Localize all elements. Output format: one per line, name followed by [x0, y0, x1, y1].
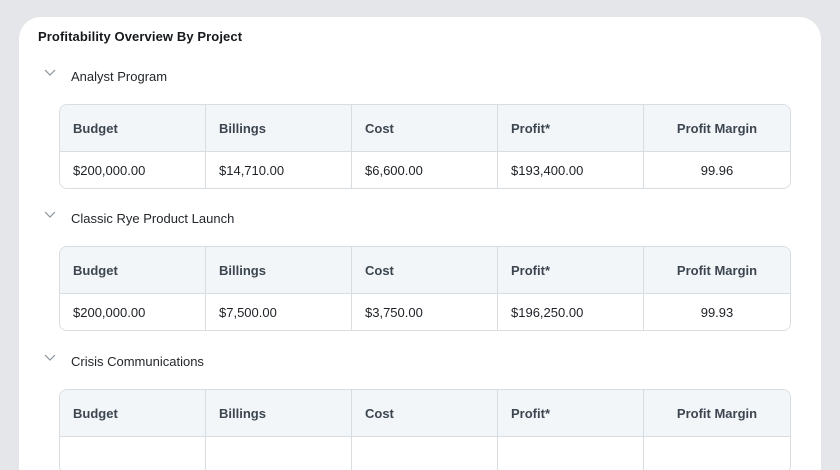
table-header-row: Budget Billings Cost Profit* Profit Marg…: [60, 247, 790, 294]
chevron-down-icon[interactable]: [43, 66, 57, 80]
column-header-cost: Cost: [352, 105, 498, 151]
project-table: Budget Billings Cost Profit* Profit Marg…: [59, 104, 791, 189]
table-header-row: Budget Billings Cost Profit* Profit Marg…: [60, 105, 790, 152]
column-header-budget: Budget: [60, 390, 206, 436]
table-header-row: Budget Billings Cost Profit* Profit Marg…: [60, 390, 790, 437]
profit-value: $193,400.00: [498, 152, 644, 188]
chevron-down-icon[interactable]: [43, 351, 57, 365]
project-name: Classic Rye Product Launch: [71, 210, 235, 226]
column-header-billings: Billings: [206, 247, 352, 293]
column-header-cost: Cost: [352, 390, 498, 436]
billings-value: $14,710.00: [206, 152, 352, 188]
column-header-profit: Profit*: [498, 105, 644, 151]
column-header-billings: Billings: [206, 105, 352, 151]
project-table: Budget Billings Cost Profit* Profit Marg…: [59, 389, 791, 470]
profit-margin-value: [644, 437, 790, 470]
profitability-card: Profitability Overview By Project Analys…: [19, 17, 821, 470]
budget-value: $200,000.00: [60, 294, 206, 330]
profit-value: [498, 437, 644, 470]
budget-value: $200,000.00: [60, 152, 206, 188]
column-header-budget: Budget: [60, 105, 206, 151]
table-row: [60, 437, 790, 470]
column-header-billings: Billings: [206, 390, 352, 436]
cost-value: [352, 437, 498, 470]
column-header-profit-margin: Profit Margin: [676, 120, 758, 136]
profit-margin-value: 99.93: [700, 304, 734, 320]
budget-value: [60, 437, 206, 470]
profit-margin-value: 99.96: [700, 162, 734, 178]
column-header-profit: Profit*: [498, 390, 644, 436]
column-header-budget: Budget: [60, 247, 206, 293]
project-header[interactable]: Crisis Communications: [43, 351, 204, 371]
billings-value: [206, 437, 352, 470]
page-title: Profitability Overview By Project: [38, 29, 243, 44]
project-name: Analyst Program: [71, 68, 168, 84]
project-table: Budget Billings Cost Profit* Profit Marg…: [59, 246, 791, 331]
project-header[interactable]: Analyst Program: [43, 66, 167, 86]
column-header-profit-margin: Profit Margin: [676, 262, 758, 278]
profit-value: $196,250.00: [498, 294, 644, 330]
column-header-profit-margin: Profit Margin: [676, 405, 758, 421]
column-header-cost: Cost: [352, 247, 498, 293]
billings-value: $7,500.00: [206, 294, 352, 330]
chevron-down-icon[interactable]: [43, 208, 57, 222]
project-header[interactable]: Classic Rye Product Launch: [43, 208, 234, 228]
table-row: $200,000.00 $7,500.00 $3,750.00 $196,250…: [60, 294, 790, 330]
table-row: $200,000.00 $14,710.00 $6,600.00 $193,40…: [60, 152, 790, 188]
cost-value: $6,600.00: [352, 152, 498, 188]
cost-value: $3,750.00: [352, 294, 498, 330]
column-header-profit: Profit*: [498, 247, 644, 293]
project-name: Crisis Communications: [71, 353, 204, 369]
